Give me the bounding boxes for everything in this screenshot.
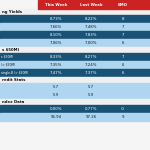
Text: 7: 7: [122, 55, 124, 59]
Text: 6MO: 6MO: [118, 3, 128, 6]
Text: s $50M): s $50M): [2, 48, 19, 52]
Bar: [38, 105, 150, 113]
Bar: [38, 15, 150, 23]
Text: 8.10%: 8.10%: [50, 33, 62, 37]
Bar: [0, 23, 38, 31]
Text: 7.48%: 7.48%: [85, 25, 97, 29]
Text: 7.37%: 7.37%: [85, 71, 97, 75]
Text: s $50M): s $50M): [1, 55, 13, 59]
Bar: [0, 15, 38, 23]
Text: 96.94: 96.94: [50, 115, 62, 119]
Bar: [0, 47, 150, 53]
Text: 7.47%: 7.47%: [50, 71, 62, 75]
Text: 8.73%: 8.73%: [50, 17, 62, 21]
Text: 7.35%: 7.35%: [50, 63, 62, 67]
Text: 8.33%: 8.33%: [50, 55, 62, 59]
Text: 5.7: 5.7: [53, 85, 59, 89]
Bar: [0, 105, 38, 113]
Text: 6: 6: [122, 63, 124, 67]
Text: 6: 6: [122, 71, 124, 75]
Text: Last Week: Last Week: [80, 3, 102, 6]
Text: 0.77%: 0.77%: [85, 107, 97, 111]
Bar: [0, 31, 38, 39]
Bar: [0, 77, 150, 83]
Text: 7.24%: 7.24%: [85, 63, 97, 67]
Bar: [0, 113, 38, 121]
Bar: [0, 53, 38, 61]
Text: -0: -0: [121, 107, 125, 111]
Text: 7.83%: 7.83%: [85, 33, 97, 37]
Text: ndex Data: ndex Data: [2, 100, 24, 104]
Text: 9: 9: [122, 115, 124, 119]
Text: 7.06%: 7.06%: [50, 41, 62, 45]
Text: 0.00%: 0.00%: [50, 107, 62, 111]
Text: 5.9: 5.9: [88, 93, 94, 97]
Text: 97.26: 97.26: [85, 115, 97, 119]
Bar: [0, 61, 38, 69]
Text: redit Stats: redit Stats: [2, 78, 25, 82]
Text: 5.7: 5.7: [88, 85, 94, 89]
Text: 6: 6: [122, 41, 124, 45]
Bar: [0, 69, 38, 77]
Bar: [38, 83, 150, 91]
Text: ng Yields: ng Yields: [2, 10, 22, 14]
Text: 7.00%: 7.00%: [85, 41, 97, 45]
Text: 8: 8: [122, 17, 124, 21]
Bar: [0, 83, 38, 91]
Bar: [38, 53, 150, 61]
Text: 7.66%: 7.66%: [50, 25, 62, 29]
Text: 8.22%: 8.22%: [85, 17, 97, 21]
Bar: [0, 39, 38, 47]
Bar: [0, 9, 150, 15]
Text: 7: 7: [122, 33, 124, 37]
Bar: [38, 61, 150, 69]
Text: single-B (> $50M): single-B (> $50M): [1, 71, 28, 75]
Text: 7: 7: [122, 25, 124, 29]
Bar: [38, 39, 150, 47]
Bar: [0, 99, 150, 105]
Text: (> $50M): (> $50M): [1, 63, 15, 67]
Bar: [38, 91, 150, 99]
Bar: [38, 23, 150, 31]
Text: 5.9: 5.9: [53, 93, 59, 97]
Text: This Week: This Week: [45, 3, 67, 6]
Bar: [38, 31, 150, 39]
Bar: [38, 69, 150, 77]
Bar: [38, 0, 150, 9]
Bar: [38, 113, 150, 121]
Text: 8.27%: 8.27%: [85, 55, 97, 59]
Bar: [0, 91, 38, 99]
